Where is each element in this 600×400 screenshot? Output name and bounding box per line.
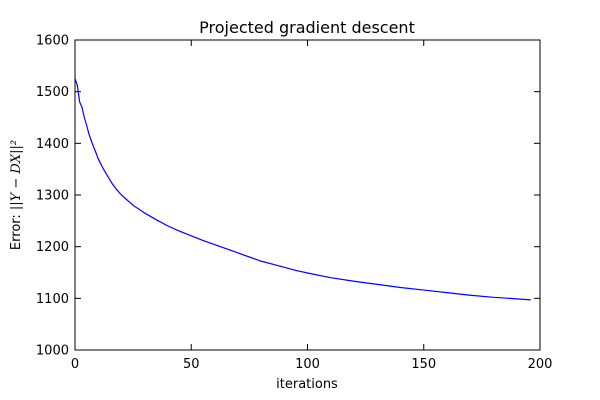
y-tick-label: 1600	[36, 34, 69, 49]
y-tick-label: 1100	[36, 292, 69, 307]
chart-title: Projected gradient descent	[199, 18, 415, 37]
x-tick-label: 100	[295, 357, 320, 372]
x-tick-label: 200	[528, 357, 553, 372]
series-line	[74, 78, 531, 301]
y-axis-label: Error: ||Y − DX||²	[9, 140, 24, 250]
y-tick-label: 1200	[36, 240, 69, 255]
x-tick-label: 50	[183, 357, 200, 372]
y-tick-label: 1000	[36, 344, 69, 359]
y-tick-label: 1500	[36, 85, 69, 100]
x-ticks: 0 50 100 150 200	[71, 40, 553, 372]
y-axis-label-prefix: Error:	[9, 210, 24, 250]
x-tick-label: 150	[411, 357, 436, 372]
x-axis-label: iterations	[276, 377, 338, 392]
y-tick-label: 1400	[36, 137, 69, 152]
y-ticks: 1000 1100 1200 1300 1400 1500 1600	[36, 34, 540, 359]
x-tick-label: 0	[71, 357, 79, 372]
y-tick-label: 1300	[36, 189, 69, 204]
plot-area: 0 50 100 150 200 1000 1100 1200 1300 1400 1500 160…	[36, 34, 553, 373]
y-axis-label-math: ||Y − DX||²	[9, 140, 24, 210]
